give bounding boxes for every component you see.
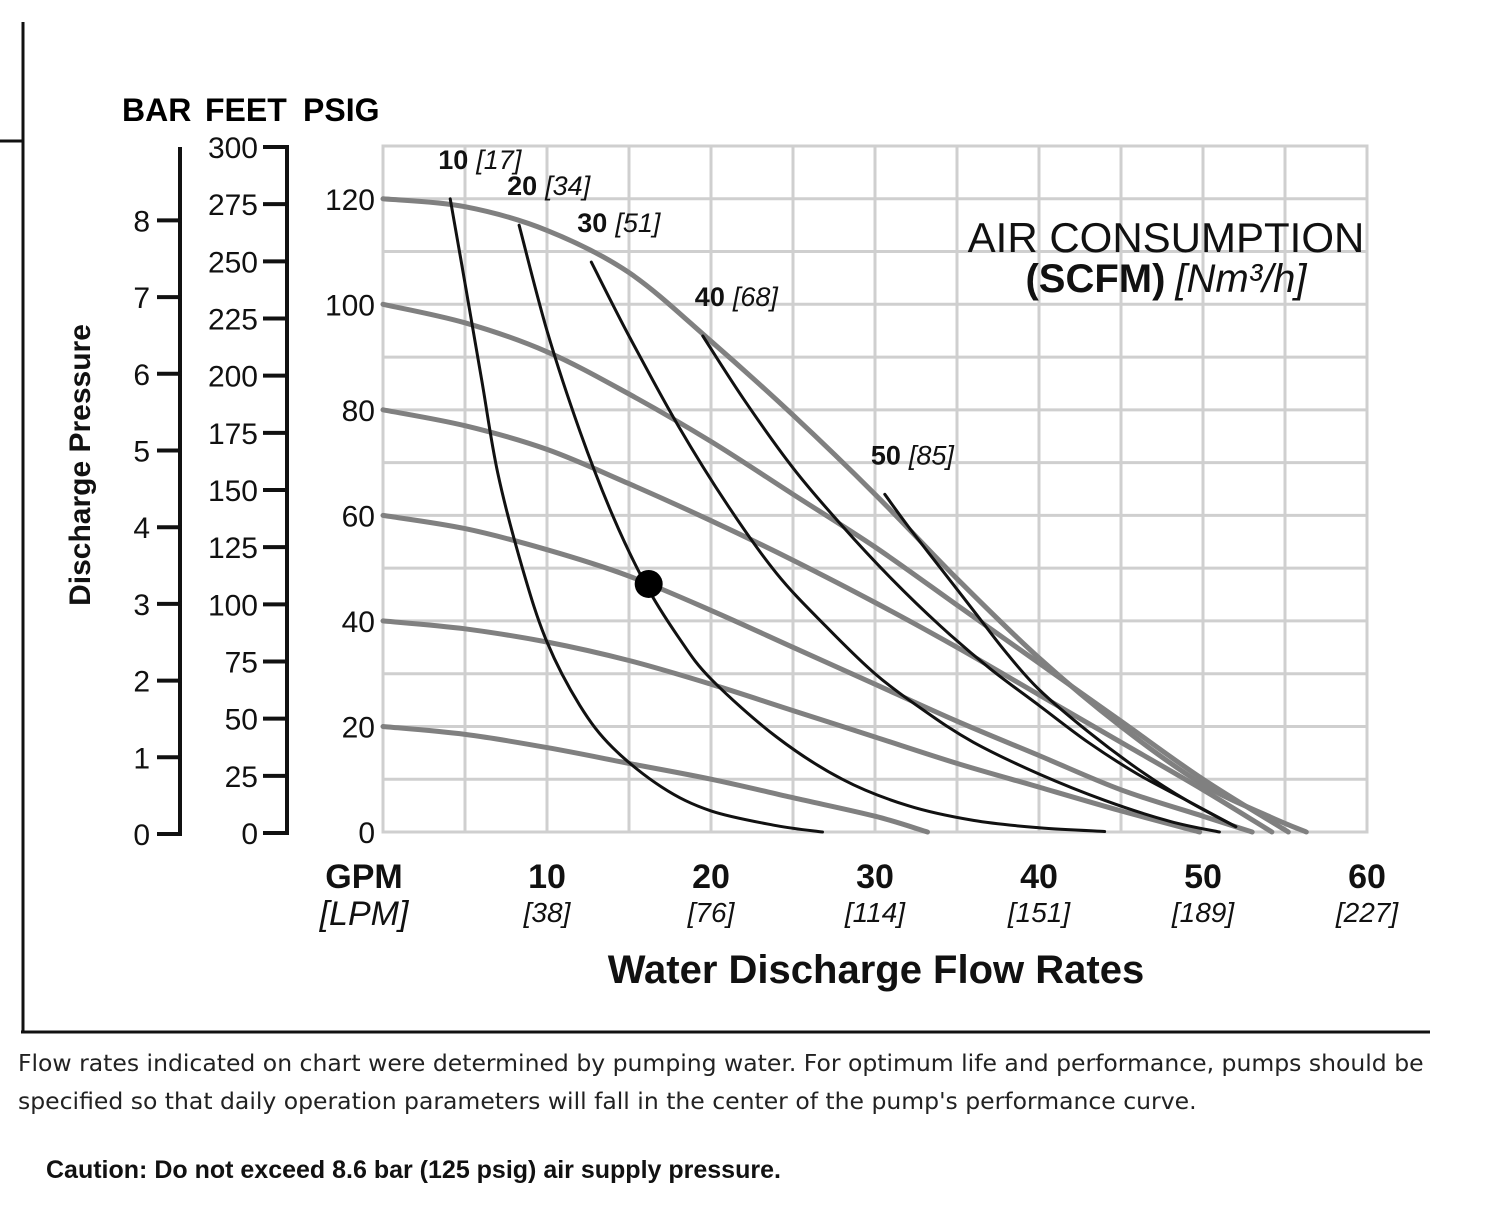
performance-curves	[380, 196, 1309, 835]
y-axis-title: Discharge Pressure	[64, 324, 97, 606]
air-curve-label: 40 [68]	[695, 282, 780, 312]
performance-curve-100-psig	[380, 301, 1291, 835]
feet-axis-header: FEET	[205, 92, 287, 128]
bar-tick-label: 6	[133, 359, 150, 392]
feet-axis: 0 25 50 75 100 125 150 175 200 225 250 275 300	[208, 132, 289, 851]
legend-title-line2: (SCFM) [Nm³/h]	[1025, 257, 1307, 301]
feet-tick-label: 0	[241, 818, 258, 851]
psig-tick-label: 40	[342, 606, 375, 639]
air-curve-label-nm3h: [51]	[614, 208, 662, 238]
grid	[381, 144, 1369, 834]
feet-tick-label: 225	[208, 304, 258, 337]
legend-title-italic: [Nm³/h]	[1174, 257, 1307, 301]
psig-tick-label: 60	[342, 500, 375, 533]
bar-tick-label: 5	[133, 436, 150, 469]
air-curve-label-scfm: 20	[507, 171, 537, 201]
air-curve-label-scfm: 50	[871, 440, 901, 470]
psig-axis: 0 20 40 60 80 100 120	[325, 184, 375, 850]
x-tick-secondary-label: [114]	[844, 897, 906, 928]
air-curve-label-nm3h: [17]	[475, 145, 523, 175]
x-tick-label: 60	[1348, 858, 1386, 896]
feet-tick-label: 50	[225, 704, 258, 737]
bar-tick-label: 7	[133, 282, 150, 315]
feet-tick-label: 250	[208, 246, 258, 279]
x-unit-secondary: [LPM]	[319, 895, 410, 933]
air-curve-label-scfm: 30	[577, 208, 607, 238]
x-tick-secondary-label: [38]	[523, 897, 572, 928]
bar-tick-label: 1	[133, 742, 150, 775]
air-consumption-labels: 10 [17]20 [34] 30 [51] 40 [68] 50 [85]	[438, 145, 955, 471]
feet-tick-label: 125	[208, 532, 258, 565]
psig-tick-label: 120	[325, 184, 375, 217]
performance-curve-120-psig	[380, 196, 1309, 835]
x-tick-secondary-label: [189]	[1171, 897, 1235, 928]
psig-tick-label: 0	[358, 817, 375, 850]
legend-title-bold: (SCFM)	[1025, 257, 1165, 301]
psig-tick-label: 100	[325, 289, 375, 322]
air-curve-label-scfm: 10	[438, 145, 468, 175]
performance-curve-40-psig	[380, 618, 1203, 835]
feet-tick-label: 25	[225, 761, 258, 794]
air-curve-label-scfm: 40	[695, 282, 725, 312]
bar-axis: 0 1 2 3 4 5 6 7 8	[133, 147, 182, 852]
x-tick-label: 30	[856, 858, 894, 896]
x-tick-labels: 10[38] 20[76] 30[114] 40[151] 50[189] 60[227]	[523, 858, 1400, 928]
performance-curve-60-psig	[380, 512, 1255, 835]
annotations	[634, 569, 663, 598]
air-curve-50-scfm	[883, 492, 1238, 829]
bar-tick-label: 4	[133, 512, 150, 545]
feet-tick-label: 175	[208, 418, 258, 451]
air-curve-label: 20 [34]	[507, 171, 592, 201]
performance-curve-20-psig	[380, 724, 930, 835]
psig-tick-label: 20	[342, 711, 375, 744]
caution-note: Caution: Do not exceed 8.6 bar (125 psig…	[46, 1156, 781, 1184]
feet-tick-label: 100	[208, 589, 258, 622]
bar-tick-label: 8	[133, 205, 150, 238]
x-tick-secondary-label: [227]	[1335, 897, 1399, 928]
air-curve-label-nm3h: [85]	[908, 440, 956, 470]
air-curve-label: 50 [85]	[871, 440, 956, 470]
feet-tick-label: 150	[208, 475, 258, 508]
x-tick-secondary-label: [76]	[687, 897, 736, 928]
air-curve-label-nm3h: [34]	[544, 171, 592, 201]
legend-title-line1: AIR CONSUMPTION	[968, 214, 1365, 261]
x-axis-title: Water Discharge Flow Rates	[608, 948, 1144, 992]
footnote: Flow rates indicated on chart were deter…	[18, 1049, 1424, 1115]
air-curve-10-scfm	[448, 197, 824, 834]
air-curve-40-scfm	[701, 334, 1238, 829]
x-tick-secondary-label: [151]	[1007, 897, 1071, 928]
x-tick-label: 40	[1020, 858, 1058, 896]
bar-tick-label: 0	[133, 819, 150, 852]
feet-tick-label: 300	[208, 132, 258, 165]
air-curve-30-scfm	[589, 260, 1221, 834]
x-tick-label: 20	[692, 858, 730, 896]
bar-tick-label: 3	[133, 589, 150, 622]
air-curve-label-nm3h: [68]	[732, 282, 780, 312]
feet-tick-label: 275	[208, 189, 258, 222]
air-consumption-curves	[448, 197, 1238, 834]
bar-axis-header: BAR	[122, 92, 191, 128]
feet-tick-label: 200	[208, 361, 258, 394]
bar-tick-label: 2	[133, 666, 150, 699]
performance-curve-80-psig	[380, 407, 1275, 835]
psig-tick-label: 80	[342, 395, 375, 428]
air-curve-20-scfm	[517, 223, 1107, 833]
x-tick-label: 10	[528, 858, 566, 896]
x-unit-primary: GPM	[325, 858, 402, 896]
air-curve-label: 30 [51]	[577, 208, 662, 238]
air-curve-label: 10 [17]	[438, 145, 523, 175]
x-tick-label: 50	[1184, 858, 1222, 896]
feet-tick-label: 75	[225, 647, 258, 680]
operating-point-marker	[634, 569, 663, 598]
psig-axis-header: PSIG	[303, 92, 379, 128]
